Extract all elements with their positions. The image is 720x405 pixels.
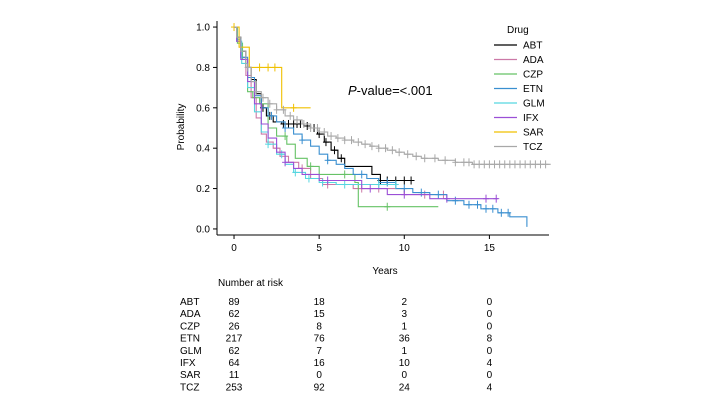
risk-count: 253	[226, 382, 243, 393]
risk-row-label-etn: ETN	[180, 334, 200, 345]
risk-count: 92	[314, 382, 326, 393]
curve-ifx	[234, 26, 498, 200]
risk-count: 8	[316, 321, 322, 332]
legend-title: Drug	[507, 25, 529, 36]
y-axis-title: Probability	[176, 104, 187, 151]
risk-count: 0	[487, 346, 493, 357]
risk-count: 62	[228, 309, 240, 320]
risk-count: 10	[399, 358, 411, 369]
y-tick-label: 0.0	[196, 224, 210, 235]
risk-count: 8	[487, 334, 493, 345]
risk-count: 2	[402, 297, 408, 308]
risk-count: 0	[487, 297, 493, 308]
risk-count: 24	[399, 382, 411, 393]
legend-label-ada: ADA	[523, 55, 544, 66]
risk-count: 26	[228, 321, 240, 332]
risk-count: 217	[226, 334, 243, 345]
risk-count: 11	[229, 370, 240, 381]
risk-row-label-abt: ABT	[180, 297, 199, 308]
y-tick-label: 0.2	[196, 184, 210, 195]
y-tick-label: 0.4	[196, 144, 210, 155]
x-tick-label: 5	[316, 243, 322, 254]
legend-label-glm: GLM	[523, 99, 545, 110]
risk-count: 89	[228, 297, 240, 308]
legend: Drug ABT ADA CZP ETN GLM IFX SAR TCZ	[494, 25, 545, 153]
risk-count: 15	[314, 309, 326, 320]
p-value-italic: P	[348, 83, 357, 98]
risk-count: 0	[316, 370, 322, 381]
risk-count: 1	[402, 321, 408, 332]
risk-count: 76	[314, 334, 326, 345]
risk-count: 62	[228, 346, 240, 357]
y-tick-label: 1.0	[196, 23, 210, 34]
risk-count: 0	[487, 370, 493, 381]
risk-count: 16	[314, 358, 326, 369]
risk-count: 0	[487, 321, 493, 332]
risk-row-label-glm: GLM	[180, 346, 202, 357]
y-tick-label: 0.6	[196, 103, 210, 114]
p-value-annotation: P-value=<.001	[348, 83, 433, 98]
risk-count: 4	[487, 382, 493, 393]
curve-etn	[234, 26, 528, 227]
risk-row-label-ada: ADA	[180, 309, 201, 320]
legend-label-etn: ETN	[523, 84, 543, 95]
risk-count: 64	[228, 358, 240, 369]
y-tick-label: 0.8	[196, 63, 210, 74]
legend-label-sar: SAR	[523, 128, 544, 139]
risk-row-label-czp: CZP	[180, 321, 200, 332]
x-tick-label: 15	[484, 243, 496, 254]
risk-count: 3	[402, 309, 408, 320]
risk-row-label-tcz: TCZ	[180, 382, 199, 393]
x-tick-label: 0	[231, 243, 237, 254]
x-axis-title: Years	[372, 266, 397, 277]
curve-glm	[234, 26, 396, 186]
curve-czp	[234, 26, 439, 208]
risk-count: 0	[487, 309, 493, 320]
risk-count: 4	[487, 358, 493, 369]
risk-count: 7	[316, 346, 322, 357]
curve-sar	[234, 26, 311, 109]
risk-row-label-ifx: IFX	[180, 358, 196, 369]
risk-count: 18	[314, 297, 326, 308]
x-tick-label: 10	[399, 243, 411, 254]
risk-table-title: Number at risk	[218, 278, 284, 289]
risk-count: 36	[399, 334, 411, 345]
risk-count: 1	[402, 346, 408, 357]
risk-count: 0	[402, 370, 408, 381]
survival-curves	[231, 23, 551, 227]
risk-row-label-sar: SAR	[180, 370, 201, 381]
legend-label-ifx: IFX	[523, 113, 539, 124]
p-value-rest: -value=<.001	[357, 83, 433, 98]
legend-label-abt: ABT	[523, 41, 542, 52]
legend-label-czp: CZP	[523, 70, 543, 81]
legend-label-tcz: TCZ	[523, 142, 542, 153]
axes: 0.0 0.2 0.4 0.6 0.8 1.0 0 5 10 15	[196, 21, 549, 254]
